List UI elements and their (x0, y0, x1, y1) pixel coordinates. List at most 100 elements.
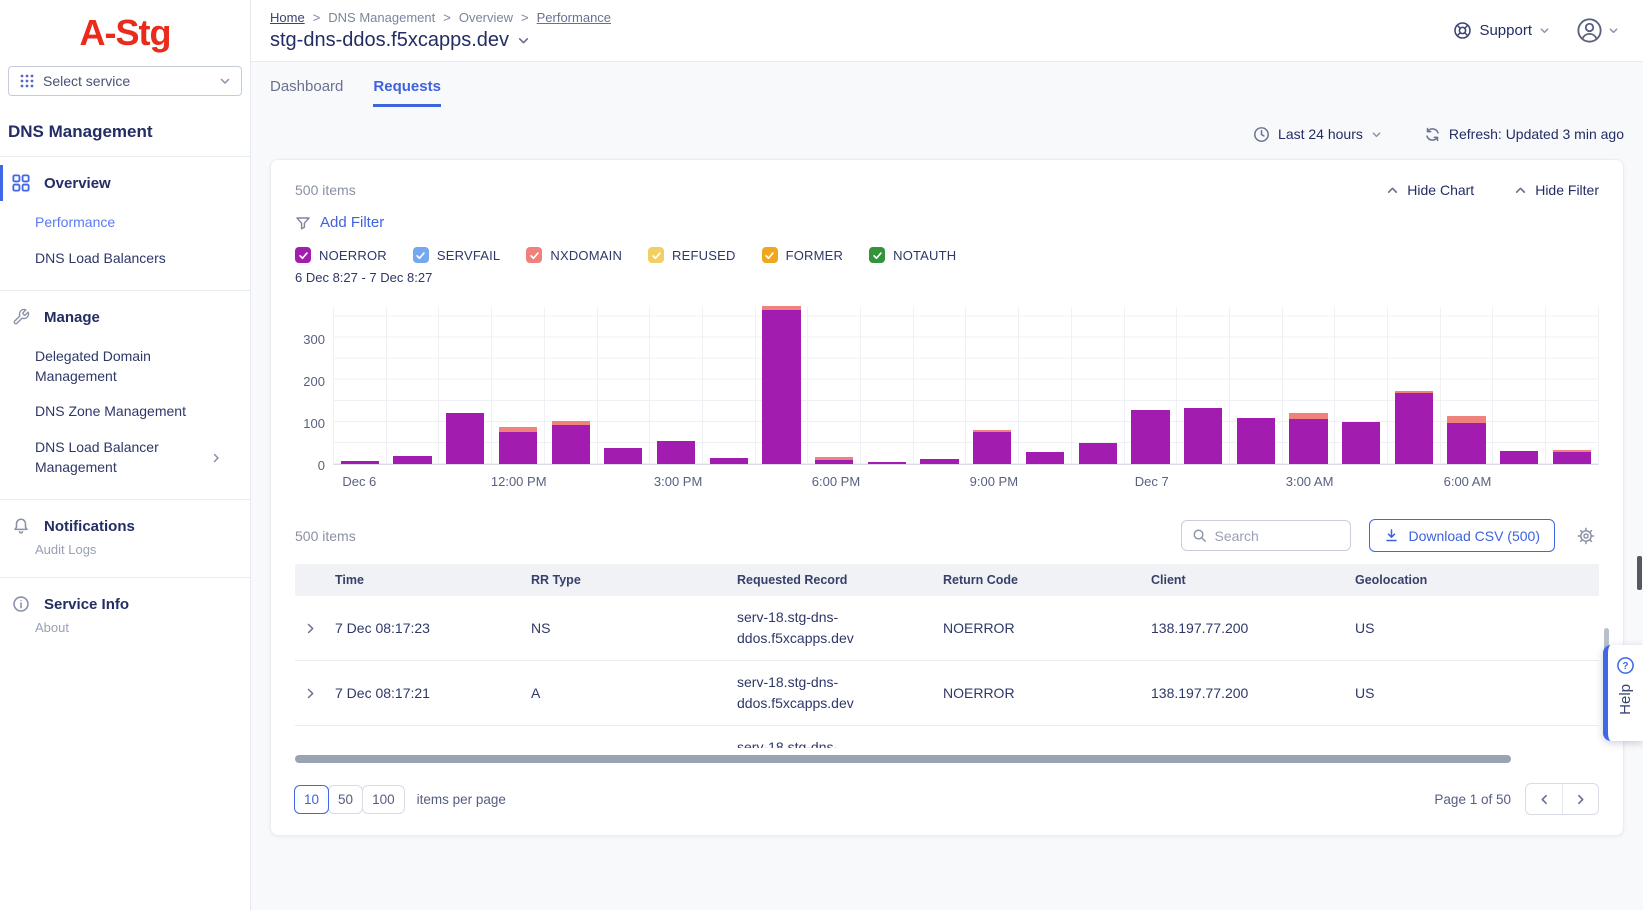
sidebar-item-delegated-domain-management[interactable]: Delegated Domain Management (35, 339, 238, 394)
tab-dashboard[interactable]: Dashboard (270, 78, 343, 107)
hide-filter-toggle[interactable]: Hide Filter (1514, 182, 1599, 198)
service-selector[interactable]: Select service (8, 66, 242, 96)
sidebar-item-performance[interactable]: Performance (35, 205, 238, 241)
chart-bar[interactable] (341, 461, 379, 464)
row-expand-chevron-icon[interactable] (295, 677, 325, 710)
chart-bar[interactable] (762, 306, 800, 464)
table-settings-gear-icon[interactable] (1577, 527, 1595, 545)
product-title: DNS Management (0, 96, 250, 156)
chart-bar[interactable] (1289, 413, 1327, 464)
checkbox-nxdomain-checked-icon[interactable] (526, 247, 542, 263)
user-menu[interactable] (1576, 17, 1619, 44)
refresh-control[interactable]: Refresh: Updated 3 min ago (1424, 126, 1624, 143)
record-text: serv-18.stg-dns-ddos.f5xcapps.dev (737, 607, 859, 649)
filter-former[interactable]: FORMER (762, 247, 844, 263)
cell-record: serv-18.stg-dns-ddos.f5xcapps.dev (727, 662, 933, 724)
time-range-dropdown[interactable]: Last 24 hours (1253, 126, 1382, 143)
chart-bar-slot (1176, 307, 1229, 464)
bar-segment-noerror (1395, 393, 1433, 464)
help-tab[interactable]: ? Help (1603, 645, 1643, 741)
bar-segment-noerror (393, 456, 431, 464)
sidebar-item-audit-logs[interactable]: Audit Logs (35, 539, 238, 569)
filter-notauth[interactable]: NOTAUTH (869, 247, 956, 263)
waffle-grid-icon (19, 73, 35, 89)
table-row[interactable]: 7 Dec 08:17:23NSserv-18.stg-dns-ddos.f5x… (295, 596, 1599, 661)
window-scrollbar-thumb[interactable] (1637, 556, 1642, 590)
page-size-100[interactable]: 100 (362, 785, 405, 814)
chart-bar[interactable] (1342, 422, 1380, 464)
filter-servfail[interactable]: SERVFAIL (413, 247, 501, 263)
overview-sublist: Performance DNS Load Balancers (0, 205, 250, 290)
x-tick-slot (1020, 473, 1073, 491)
support-menu[interactable]: Support (1453, 21, 1550, 40)
checkbox-former-checked-icon[interactable] (762, 247, 778, 263)
chart-bar[interactable] (1079, 443, 1117, 464)
hide-chart-toggle[interactable]: Hide Chart (1386, 182, 1474, 198)
checkbox-refused-checked-icon[interactable] (648, 247, 664, 263)
x-tick-slot (438, 473, 491, 491)
next-page-button[interactable] (1562, 784, 1598, 814)
table-row[interactable]: serv-18.stg-dns-ddos.f5xcapps.dev (295, 726, 1599, 748)
chart-bar-slot (491, 307, 544, 464)
chart-bar[interactable] (1500, 451, 1538, 464)
checkbox-notauth-checked-icon[interactable] (869, 247, 885, 263)
breadcrumb-home[interactable]: Home (270, 10, 305, 25)
breadcrumb: Home > DNS Management > Overview > Perfo… (270, 10, 611, 25)
sidebar-item-label: Delegated Domain Management (35, 347, 210, 386)
chart-bar[interactable] (920, 459, 958, 464)
tab-requests[interactable]: Requests (373, 78, 441, 107)
x-tick-slot: 3:00 AM (1283, 473, 1336, 491)
chart-bar[interactable] (973, 430, 1011, 464)
sidebar-item-manage[interactable]: Manage (0, 295, 250, 339)
chart-bar[interactable] (1237, 418, 1275, 464)
chart-bar[interactable] (868, 462, 906, 464)
add-filter-button[interactable]: Add Filter (295, 214, 1599, 231)
sidebar-item-dns-load-balancers[interactable]: DNS Load Balancers (35, 241, 238, 277)
chart-bar[interactable] (552, 421, 590, 464)
x-tick-slot: 12:00 PM (491, 473, 547, 491)
checkbox-noerror-checked-icon[interactable] (295, 247, 311, 263)
page-size-50[interactable]: 50 (328, 785, 363, 814)
chart-bar[interactable] (1395, 391, 1433, 464)
row-expand-chevron-icon[interactable] (295, 612, 325, 645)
chart-bar[interactable] (1131, 410, 1169, 464)
filter-noerror[interactable]: NOERROR (295, 247, 387, 263)
bar-segment-noerror (446, 413, 484, 464)
chart-bar[interactable] (815, 457, 853, 464)
chart-bar-slot (1545, 307, 1598, 464)
sidebar-item-dns-load-balancer-management[interactable]: DNS Load Balancer Management (35, 430, 238, 485)
page-title-dropdown[interactable]: stg-dns-ddos.f5xcapps.dev (270, 29, 611, 52)
chart-bar[interactable] (657, 441, 695, 464)
checkbox-servfail-checked-icon[interactable] (413, 247, 429, 263)
page-size-10[interactable]: 10 (294, 785, 329, 814)
table-row[interactable]: 7 Dec 08:17:21Aserv-18.stg-dns-ddos.f5xc… (295, 661, 1599, 726)
breadcrumb-performance[interactable]: Performance (537, 10, 611, 25)
chart-bar[interactable] (1026, 452, 1064, 464)
horizontal-scrollbar[interactable] (295, 755, 1511, 763)
download-csv-button[interactable]: Download CSV (500) (1369, 519, 1555, 552)
chart-bar[interactable] (1184, 408, 1222, 464)
sidebar-item-label: DNS Load Balancer Management (35, 438, 210, 477)
controls-row: Last 24 hours Refresh: Updated 3 min ago (270, 117, 1624, 151)
filter-nxdomain[interactable]: NXDOMAIN (526, 247, 622, 263)
chart-bar[interactable] (1553, 450, 1591, 464)
sidebar-item-service-info[interactable]: Service Info (0, 582, 250, 617)
chart-bar[interactable] (604, 448, 642, 464)
chart-bar[interactable] (499, 427, 537, 464)
chart-bar[interactable] (710, 458, 748, 464)
filter-refused[interactable]: REFUSED (648, 247, 736, 263)
sidebar-item-about[interactable]: About (35, 617, 238, 647)
prev-page-button[interactable] (1526, 784, 1562, 814)
sidebar-item-dns-zone-management[interactable]: DNS Zone Management (35, 394, 238, 430)
bar-segment-noerror (762, 310, 800, 464)
sidebar-item-overview[interactable]: Overview (0, 161, 250, 205)
chart-bar-slot (807, 307, 860, 464)
chart-bar[interactable] (1447, 416, 1485, 464)
sidebar-item-notifications[interactable]: Notifications (0, 504, 250, 539)
chart-bar[interactable] (446, 413, 484, 464)
app-window: A-Stg Select service DNS Management Over… (0, 0, 1643, 910)
chart-bar[interactable] (393, 456, 431, 464)
search-input[interactable] (1214, 528, 1324, 544)
chart-bar-slot (1229, 307, 1282, 464)
time-range-label: Last 24 hours (1278, 126, 1363, 142)
